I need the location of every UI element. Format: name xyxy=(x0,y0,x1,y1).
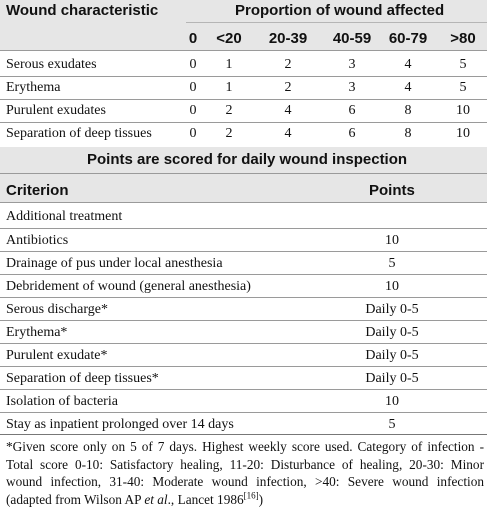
cell-value: 6 xyxy=(348,126,356,141)
cell-value: 10 xyxy=(456,103,470,118)
col-header-lt20: <20 xyxy=(216,30,242,47)
points-value: Daily 0-5 xyxy=(365,371,419,386)
cell-value: 8 xyxy=(404,126,412,141)
points-value: Daily 0-5 xyxy=(365,325,419,340)
cell-value: 4 xyxy=(404,57,412,72)
table2-header-band xyxy=(0,174,487,202)
cell-value: 1 xyxy=(225,80,233,95)
cell-value: 0 xyxy=(189,57,197,72)
points-value: 10 xyxy=(385,233,399,248)
cell-value: 0 xyxy=(189,80,197,95)
row-divider xyxy=(0,412,487,413)
row-divider xyxy=(0,274,487,275)
row-divider xyxy=(0,99,487,100)
points-value: 5 xyxy=(388,256,396,271)
proportion-underline xyxy=(186,22,487,23)
points-value: 5 xyxy=(388,417,396,432)
points-value: Daily 0-5 xyxy=(365,348,419,363)
cell-value: 2 xyxy=(225,126,233,141)
row-divider xyxy=(0,343,487,344)
criterion-debridement: Debridement of wound (general anesthesia… xyxy=(6,279,251,294)
cell-value: 5 xyxy=(459,80,467,95)
table1-header-band xyxy=(0,0,487,50)
cell-value: 0 xyxy=(189,126,197,141)
criterion-isolation-of-bacteria: Isolation of bacteria xyxy=(6,394,118,409)
row-divider xyxy=(0,251,487,252)
cell-value: 8 xyxy=(404,103,412,118)
table2-title: Points are scored for daily wound inspec… xyxy=(87,151,408,168)
row-divider xyxy=(0,122,487,123)
col-header-60-79: 60-79 xyxy=(388,30,428,47)
footnote-close: ) xyxy=(258,491,264,507)
points-value: 10 xyxy=(385,279,399,294)
row-label-serous-exudates: Serous exudates xyxy=(6,57,97,72)
footnote-italic: et al xyxy=(144,491,168,507)
col-header-gt80: >80 xyxy=(450,30,476,47)
table2-header-rule xyxy=(0,202,487,203)
criterion-prolonged-stay: Stay as inpatient prolonged over 14 days xyxy=(6,417,234,432)
row-label-erythema: Erythema xyxy=(6,80,61,95)
row-divider xyxy=(0,366,487,367)
criterion-antibiotics: Antibiotics xyxy=(6,233,69,248)
row-divider xyxy=(0,76,487,77)
row-divider xyxy=(0,228,487,229)
row-divider xyxy=(0,320,487,321)
cell-value: 4 xyxy=(404,80,412,95)
cell-value: 3 xyxy=(348,80,356,95)
footnote-rule xyxy=(0,434,487,435)
cell-value: 2 xyxy=(225,103,233,118)
cell-value: 3 xyxy=(348,57,356,72)
col-header-40-59: 40-59 xyxy=(332,30,372,47)
criterion-additional-treatment: Additional treatment xyxy=(6,209,123,224)
criterion-erythema: Erythema* xyxy=(6,325,68,340)
criterion-purulent-exudate: Purulent exudate* xyxy=(6,348,108,363)
col-header-0: 0 xyxy=(188,30,198,47)
cell-value: 1 xyxy=(225,57,233,72)
criterion-drainage-of-pus: Drainage of pus under local anesthesia xyxy=(6,256,223,271)
table-footnote: *Given score only on 5 of 7 days. Highes… xyxy=(6,438,484,508)
cell-value: 10 xyxy=(456,126,470,141)
footnote-citation: ., Lancet 1986 xyxy=(167,491,244,507)
footnote-reference: [16] xyxy=(243,490,259,501)
cell-value: 5 xyxy=(459,57,467,72)
row-divider xyxy=(0,297,487,298)
cell-value: 0 xyxy=(189,103,197,118)
footnote-text: *Given score only on 5 of 7 days. Highes… xyxy=(6,439,484,507)
points-value: 10 xyxy=(385,394,399,409)
cell-value: 4 xyxy=(284,126,292,141)
cell-value: 2 xyxy=(284,57,292,72)
proportion-header: Proportion of wound affected xyxy=(235,2,445,19)
cell-value: 6 xyxy=(348,103,356,118)
row-label-purulent-exudates: Purulent exudates xyxy=(6,103,106,118)
criterion-serous-discharge: Serous discharge* xyxy=(6,302,108,317)
table2-title-rule xyxy=(0,173,487,174)
criterion-header: Criterion xyxy=(6,182,69,199)
row-label-separation-deep-tissues: Separation of deep tissues xyxy=(6,126,152,141)
points-value: Daily 0-5 xyxy=(365,302,419,317)
points-header: Points xyxy=(369,182,415,199)
cell-value: 4 xyxy=(284,103,292,118)
row-divider xyxy=(0,389,487,390)
table2-title-band xyxy=(0,147,487,173)
table1-header-rule xyxy=(0,50,487,51)
criterion-separation-deep-tissues: Separation of deep tissues* xyxy=(6,371,159,386)
col-header-20-39: 20-39 xyxy=(268,30,308,47)
cell-value: 2 xyxy=(284,80,292,95)
wound-characteristic-header: Wound characteristic xyxy=(6,2,159,19)
